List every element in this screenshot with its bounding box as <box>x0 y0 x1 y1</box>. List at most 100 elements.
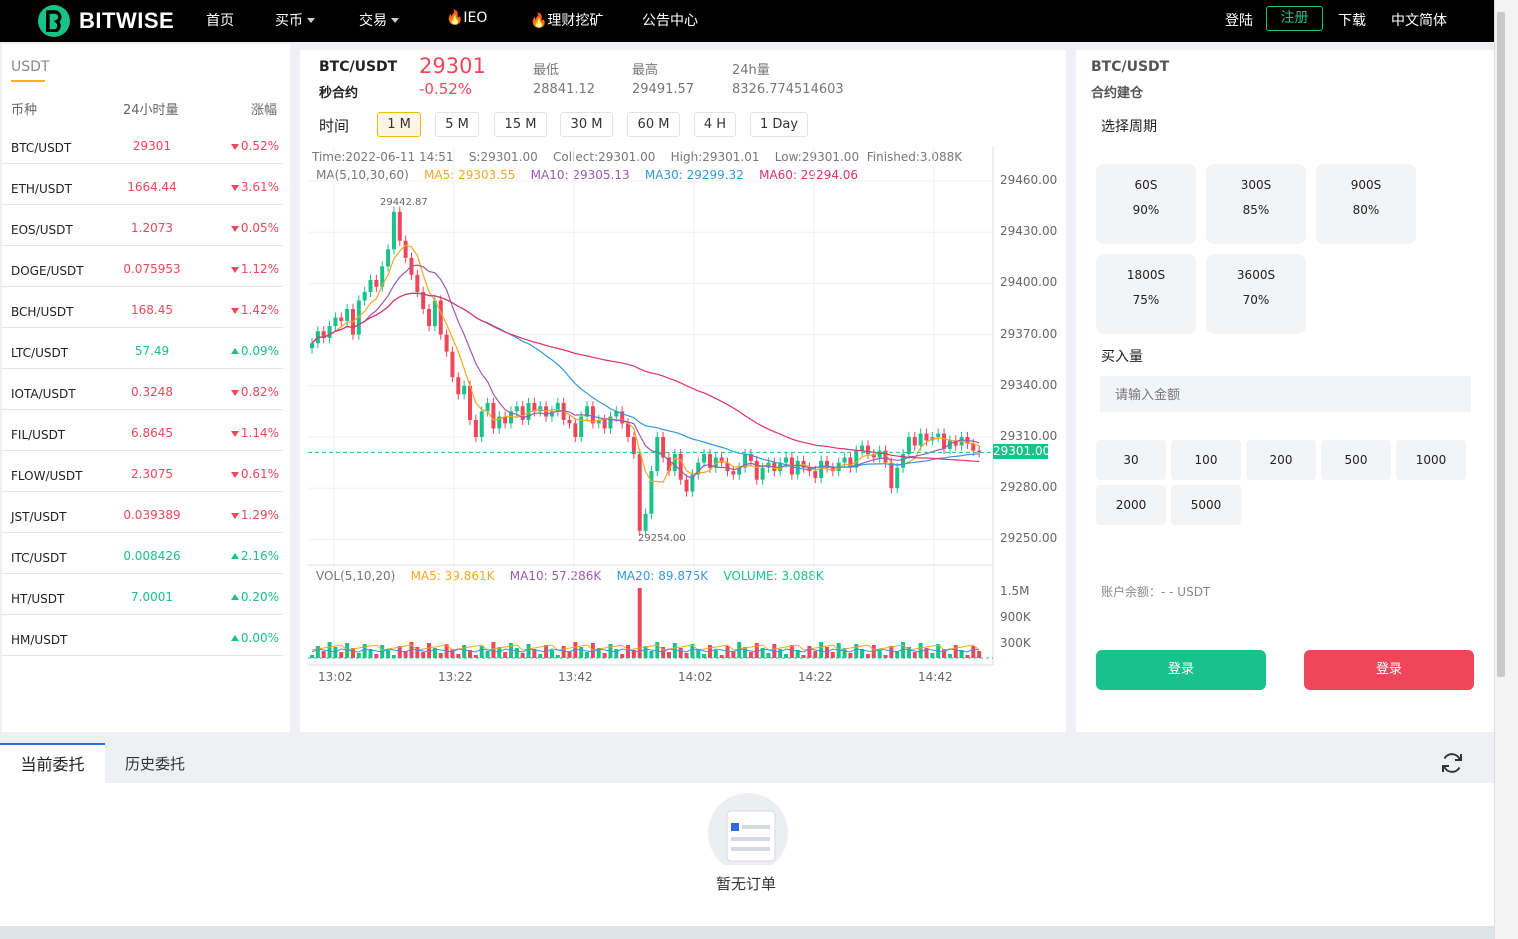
volume-bar <box>830 652 835 658</box>
market-price: 6.8645 <box>131 426 173 440</box>
amount-option[interactable]: 5000 <box>1171 485 1241 525</box>
nav-notice[interactable]: 公告中心 <box>642 13 698 29</box>
market-price: 29301 <box>132 139 172 153</box>
y-tick-label: 29370.00 <box>1000 326 1058 341</box>
vol-ma20-line <box>311 648 980 653</box>
market-row[interactable]: LTC/USDT 57.49 0.09% <box>2 328 283 369</box>
volume-value-label: VOLUME: 3.088K <box>723 569 824 583</box>
tf-15m[interactable]: 15 M <box>494 112 547 137</box>
market-row[interactable]: DOGE/USDT 0.075953 1.12% <box>2 246 283 287</box>
candle-body <box>345 309 350 321</box>
market-row[interactable]: FIL/USDT 6.8645 1.14% <box>2 410 283 451</box>
amount-input[interactable] <box>1100 376 1471 412</box>
volume-label: 24h量 <box>732 63 770 78</box>
market-row[interactable]: FLOW/USDT 2.3075 0.61% <box>2 451 283 492</box>
period-option[interactable]: 3600S 70% <box>1206 254 1306 334</box>
volume-bar <box>549 650 554 658</box>
ma60-line <box>311 292 980 463</box>
nav-trade[interactable]: 交易 <box>359 10 399 30</box>
chevron-down-icon <box>307 18 315 23</box>
tab-history-orders[interactable]: 历史委托 <box>125 755 186 773</box>
volume-bar <box>971 646 976 658</box>
market-row[interactable]: BCH/USDT 168.45 1.42% <box>2 287 283 328</box>
amount-option[interactable]: 100 <box>1171 440 1241 480</box>
period-option[interactable]: 300S 85% <box>1206 164 1306 244</box>
market-row[interactable]: ETH/USDT 1664.44 3.61% <box>2 164 283 205</box>
volume-bar <box>795 650 800 658</box>
tf-4h[interactable]: 4 H <box>694 112 736 137</box>
market-row[interactable]: HT/USDT 7.0001 0.20% <box>2 574 283 615</box>
candle-body <box>608 416 613 429</box>
period-option[interactable]: 60S 90% <box>1096 164 1196 244</box>
market-tab-usdt[interactable]: USDT <box>11 59 50 75</box>
candle-body <box>520 406 525 420</box>
amount-option[interactable]: 200 <box>1246 440 1316 480</box>
amount-option[interactable]: 1000 <box>1396 440 1466 480</box>
market-change: 1.29% <box>230 508 279 522</box>
candle-body <box>491 402 496 429</box>
candle-body <box>883 450 888 463</box>
arrow-up-icon <box>230 553 239 559</box>
download-link[interactable]: 下载 <box>1338 13 1366 29</box>
market-change-value: 0.09% <box>240 344 279 358</box>
ma-label: MA(5,10,30,60) <box>316 168 409 182</box>
tf-30m[interactable]: 30 M <box>560 112 613 137</box>
volume-bar <box>860 649 865 658</box>
market-row[interactable]: JST/USDT 0.039389 1.29% <box>2 492 283 533</box>
candle-body <box>661 437 666 458</box>
period-option[interactable]: 900S 80% <box>1316 164 1416 244</box>
candle-body <box>918 433 923 446</box>
low-label: 最低 <box>533 63 560 78</box>
brand-logo[interactable]: BITWISE <box>38 3 174 39</box>
nav-ieo[interactable]: 🔥IEO <box>446 10 488 26</box>
login-link[interactable]: 登陆 <box>1225 13 1253 29</box>
buy-login-button[interactable]: 登录 <box>1096 650 1266 690</box>
volume-bar <box>573 642 578 658</box>
market-row[interactable]: EOS/USDT 1.2073 0.05% <box>2 205 283 246</box>
nav-home[interactable]: 首页 <box>206 13 234 29</box>
horizontal-scrollbar[interactable] <box>0 926 1494 939</box>
top-navbar: BITWISE 首页 买币 交易 🔥IEO 🔥理财挖矿 公告中心 登陆 注册 下… <box>0 0 1494 42</box>
tf-60m[interactable]: 60 M <box>627 112 680 137</box>
amount-option[interactable]: 500 <box>1321 440 1391 480</box>
nav-mining[interactable]: 🔥理财挖矿 <box>530 13 604 29</box>
tf-1day[interactable]: 1 Day <box>750 112 808 137</box>
refresh-icon[interactable] <box>1440 751 1464 775</box>
register-button[interactable]: 注册 <box>1266 6 1323 31</box>
market-row[interactable]: IOTA/USDT 0.3248 0.82% <box>2 369 283 410</box>
sell-login-button[interactable]: 登录 <box>1304 650 1474 690</box>
amount-option[interactable]: 30 <box>1096 440 1166 480</box>
market-price: 1664.44 <box>127 180 177 194</box>
volume-bar <box>895 651 900 658</box>
market-change: 0.82% <box>230 385 279 399</box>
market-row[interactable]: HM/USDT 0.00% <box>2 615 283 656</box>
volume-bar <box>725 646 730 658</box>
tf-1m[interactable]: 1 M <box>377 112 421 137</box>
nav-trade-label: 交易 <box>359 13 387 29</box>
x-tick-label: 13:02 <box>318 670 353 684</box>
volume-bar <box>842 648 847 658</box>
market-change-value: 0.00% <box>240 631 279 645</box>
market-change: 3.61% <box>230 180 279 194</box>
amount-option[interactable]: 2000 <box>1096 485 1166 525</box>
market-row[interactable]: BTC/USDT 29301 0.52% <box>2 123 283 164</box>
candle-body <box>380 266 385 287</box>
scrollbar-thumb[interactable] <box>1497 12 1505 677</box>
nav-buy[interactable]: 买币 <box>275 10 315 30</box>
market-row[interactable]: ITC/USDT 0.008426 2.16% <box>2 533 283 574</box>
period-option[interactable]: 1800S 75% <box>1096 254 1196 334</box>
volume-bar <box>626 645 631 658</box>
volume-bar <box>362 644 367 658</box>
tf-5m[interactable]: 5 M <box>435 112 479 137</box>
volume-bar <box>579 647 584 658</box>
candle-body <box>953 440 958 446</box>
language-select[interactable]: 中文简体 <box>1391 13 1447 29</box>
x-tick-label: 14:22 <box>798 670 833 684</box>
ma-info-line: MA(5,10,30,60) MA5: 29303.55 MA10: 29305… <box>316 168 858 182</box>
volume-bar <box>532 649 537 658</box>
header-volume: 24小时量 <box>123 103 179 118</box>
market-price: 0.075953 <box>123 262 181 276</box>
arrow-down-icon <box>230 431 239 437</box>
tab-current-orders[interactable]: 当前委托 <box>0 743 105 783</box>
